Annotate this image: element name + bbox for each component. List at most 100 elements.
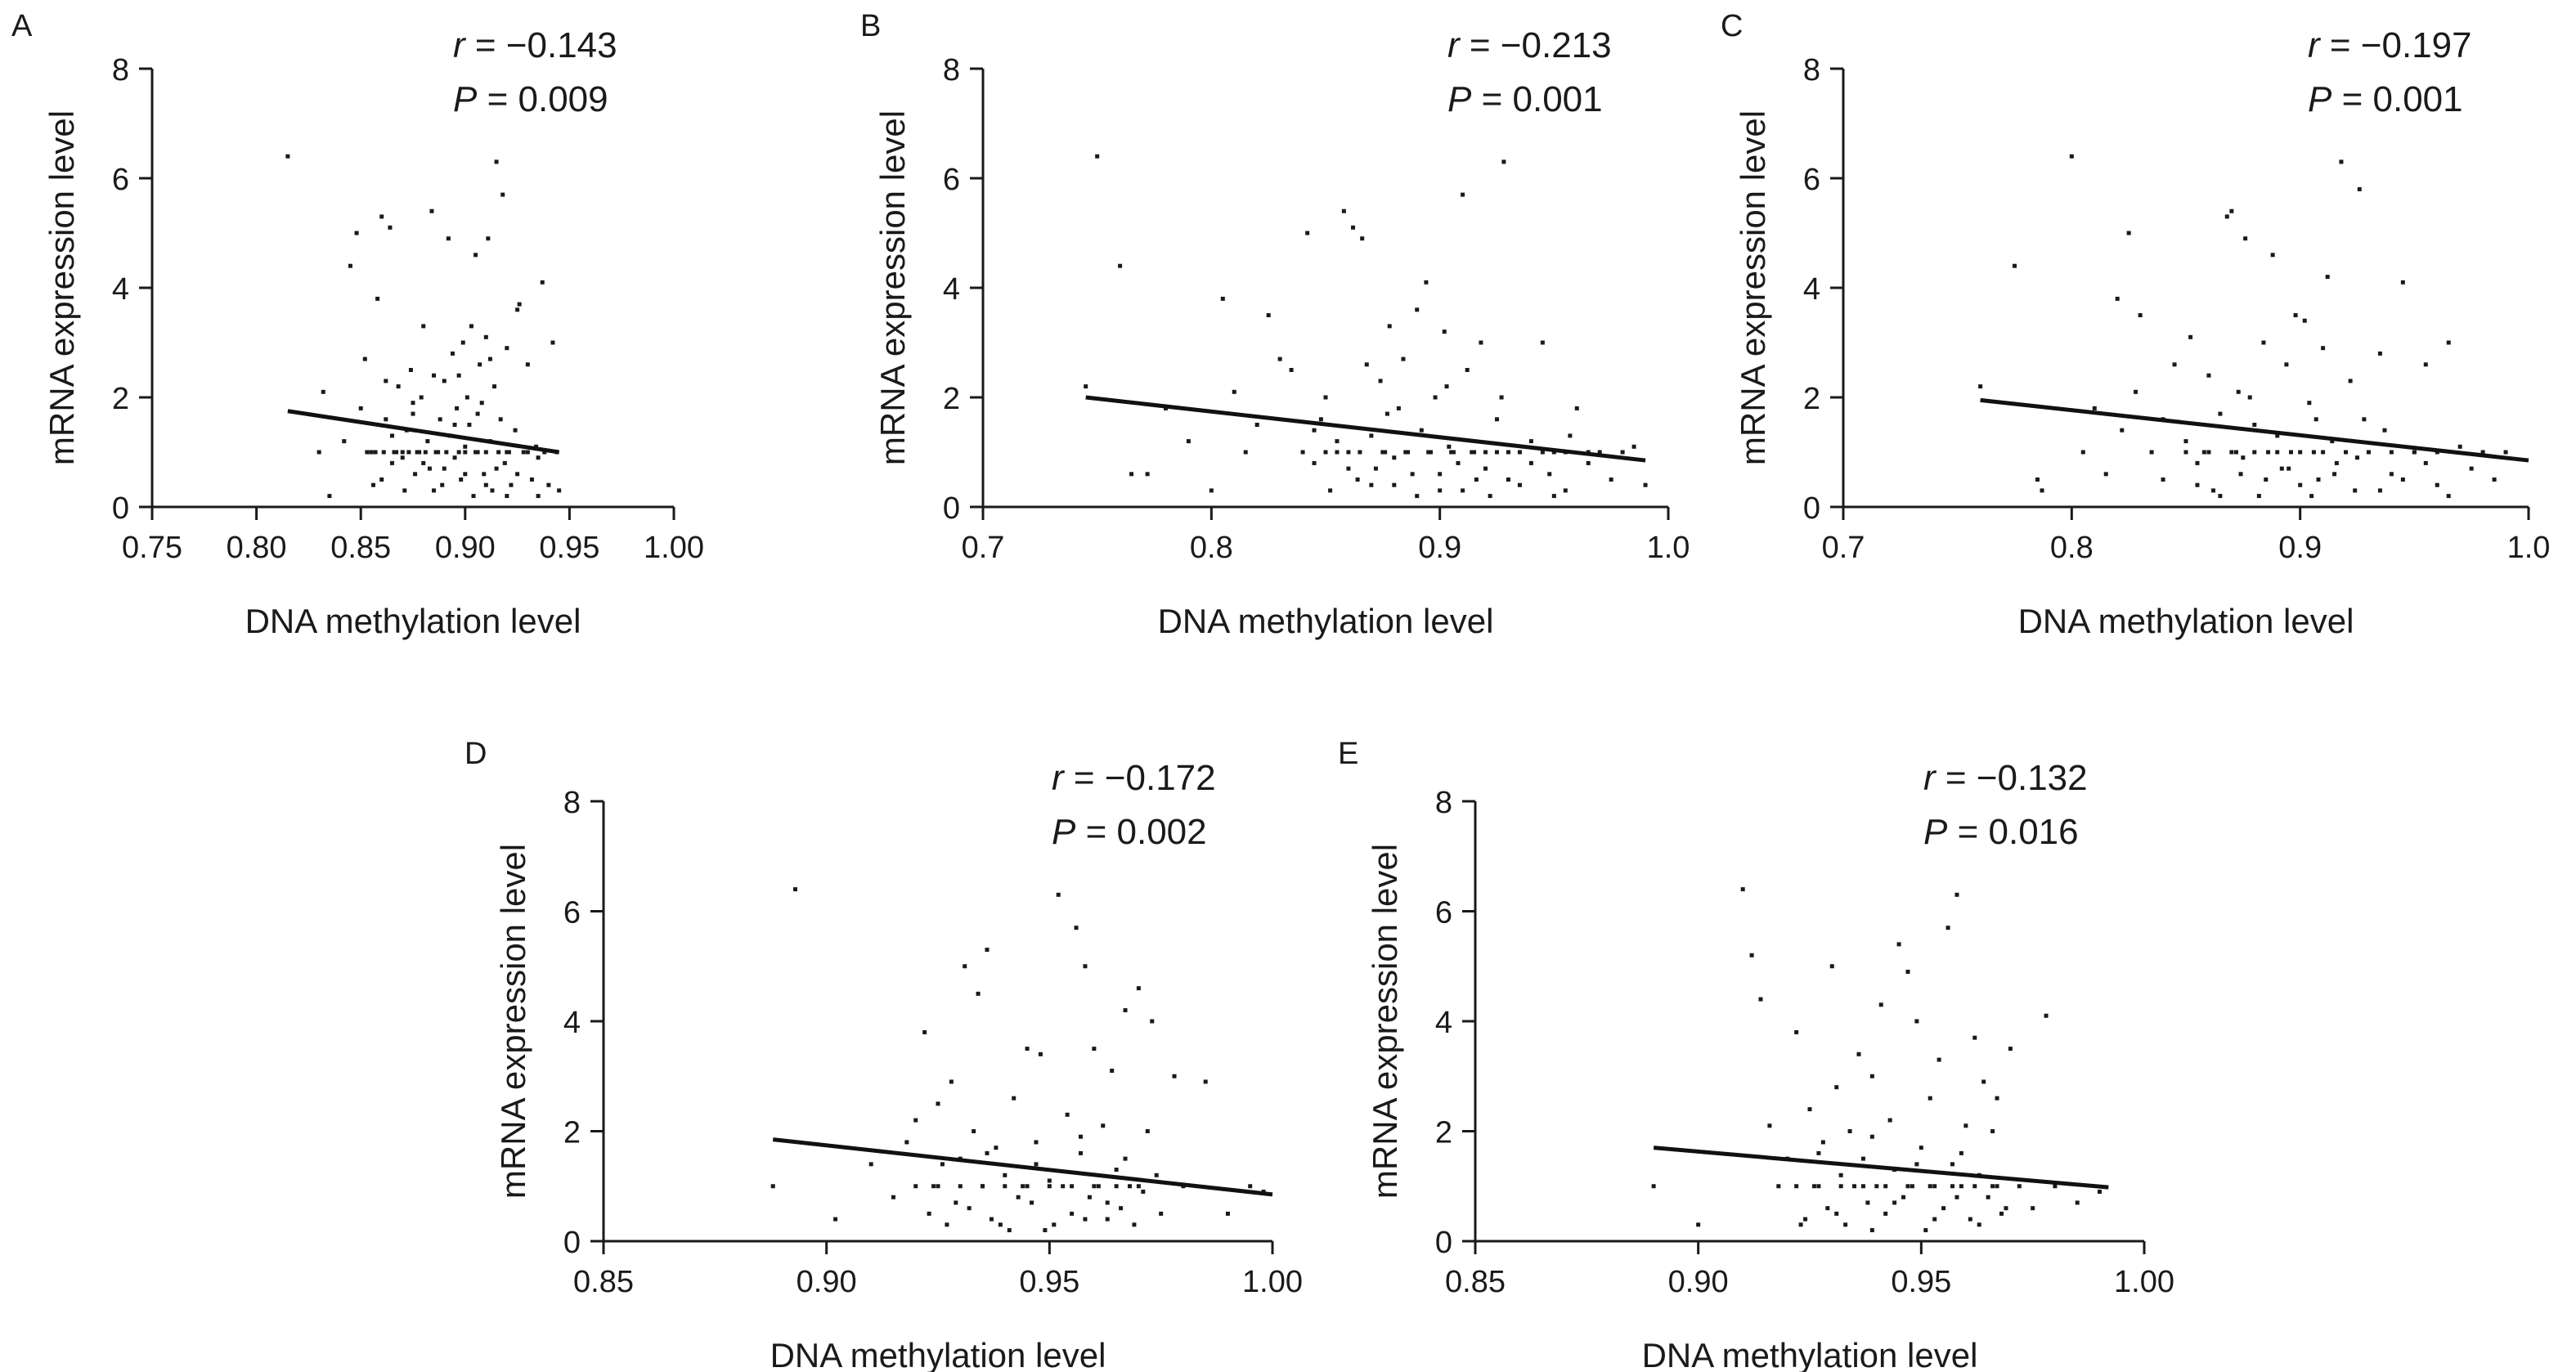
data-point xyxy=(1865,1200,1870,1205)
stat-p-label: P xyxy=(2308,79,2332,119)
data-point xyxy=(2183,450,2188,455)
y-tick-label: 2 xyxy=(563,1116,581,1150)
data-point xyxy=(546,482,551,487)
data-point xyxy=(2233,450,2238,455)
data-point xyxy=(1403,450,1408,455)
data-point xyxy=(1597,450,1602,455)
data-point xyxy=(2293,313,2298,317)
data-point xyxy=(2218,494,2223,499)
data-point xyxy=(1506,478,1510,482)
data-point xyxy=(976,991,981,996)
data-point xyxy=(1096,1184,1101,1189)
data-point xyxy=(557,488,562,493)
y-tick-label: 6 xyxy=(112,163,129,197)
data-point xyxy=(521,450,526,455)
data-point xyxy=(456,373,461,378)
data-point xyxy=(2080,450,2085,455)
stat-r: r = −0.132 xyxy=(1923,758,2088,798)
x-tick-label: 0.90 xyxy=(435,531,496,565)
stat-r-label: r xyxy=(2308,25,2322,65)
data-point xyxy=(1079,1150,1084,1155)
stat-p-value: = 0.001 xyxy=(1471,79,1602,119)
data-point xyxy=(1012,1096,1016,1101)
data-point xyxy=(1794,1029,1799,1034)
data-point xyxy=(1312,428,1317,433)
data-point xyxy=(1083,964,1088,969)
data-point xyxy=(2284,362,2289,367)
data-point xyxy=(1914,1019,1919,1024)
data-point xyxy=(1145,1129,1150,1133)
x-tick-label: 0.95 xyxy=(1891,1265,1951,1299)
data-point xyxy=(1209,488,1214,493)
data-point xyxy=(1932,1184,1937,1189)
data-point xyxy=(2275,433,2280,438)
stat-p-value: = 0.009 xyxy=(477,79,608,119)
y-tick-label: 0 xyxy=(1435,1226,1452,1260)
y-axis-title: mRNA expression level xyxy=(494,844,532,1199)
data-point xyxy=(1978,384,1983,389)
data-point xyxy=(389,433,394,438)
data-point xyxy=(1834,1211,1839,1216)
scatter-points xyxy=(1084,154,1648,499)
data-point xyxy=(517,302,522,307)
panel-letter: C xyxy=(1721,9,1743,43)
y-tick-label: 4 xyxy=(943,272,960,307)
x-tick-label: 1.00 xyxy=(644,531,704,565)
data-point xyxy=(1447,444,1452,449)
regression-line xyxy=(1653,1146,2109,1190)
data-point xyxy=(1941,1206,1946,1211)
data-point xyxy=(2188,334,2193,339)
data-point xyxy=(525,450,530,455)
data-point xyxy=(1905,1184,1910,1189)
x-tick-label: 0.8 xyxy=(2050,531,2094,565)
y-tick-label: 0 xyxy=(1803,491,1820,526)
y-axis-title: mRNA expression level xyxy=(1366,844,1404,1199)
panel-d: D 0 2 4 6 8 0.85 0.90 0.95 1.00 DNA methylation le… xyxy=(464,737,1303,1372)
data-point xyxy=(1465,368,1470,372)
data-point xyxy=(2313,417,2318,422)
data-point xyxy=(1892,1200,1897,1205)
data-point xyxy=(1995,1096,1999,1101)
data-point xyxy=(2321,450,2326,455)
stat-p: P = 0.016 xyxy=(1923,812,2079,852)
data-point xyxy=(446,236,451,241)
data-point xyxy=(1528,460,1533,465)
data-point xyxy=(2120,428,2125,433)
data-point xyxy=(419,395,424,400)
data-point xyxy=(1878,1002,1883,1007)
stat-r-value: = −0.197 xyxy=(2320,25,2472,65)
data-point xyxy=(989,1217,994,1222)
data-point xyxy=(1959,1150,1963,1155)
data-point xyxy=(2309,494,2314,499)
data-point xyxy=(1776,1184,1781,1189)
data-point xyxy=(316,450,321,455)
data-point xyxy=(2348,379,2353,383)
data-point xyxy=(2362,417,2367,422)
data-point xyxy=(2103,472,2108,477)
data-point xyxy=(891,1195,895,1199)
data-point xyxy=(1025,1047,1030,1051)
data-point xyxy=(327,494,332,499)
data-point xyxy=(1914,1162,1919,1167)
data-point xyxy=(473,450,478,455)
data-point xyxy=(436,450,441,455)
data-point xyxy=(1990,1129,1995,1133)
x-axis-title: DNA methylation level xyxy=(1158,602,1494,640)
data-point xyxy=(1380,450,1385,455)
stat-p-label: P xyxy=(453,79,478,119)
data-point xyxy=(1433,395,1438,400)
panel-c: C 0 2 4 6 8 0.7 0.8 0.9 1.0 DNA methylation level m… xyxy=(1721,9,2550,640)
data-point xyxy=(2075,1200,2080,1205)
x-tick-label: 0.9 xyxy=(1418,531,1461,565)
scatter-points xyxy=(770,887,1266,1233)
data-point xyxy=(1030,1200,1034,1205)
regression-line xyxy=(287,409,560,455)
scatter-points xyxy=(1651,887,2102,1233)
data-point xyxy=(1016,1195,1021,1199)
data-point xyxy=(936,1101,940,1106)
data-point xyxy=(1472,450,1477,455)
data-point xyxy=(1470,450,1474,455)
data-point xyxy=(1551,450,1556,455)
x-tick-label: 0.90 xyxy=(1668,1265,1729,1299)
